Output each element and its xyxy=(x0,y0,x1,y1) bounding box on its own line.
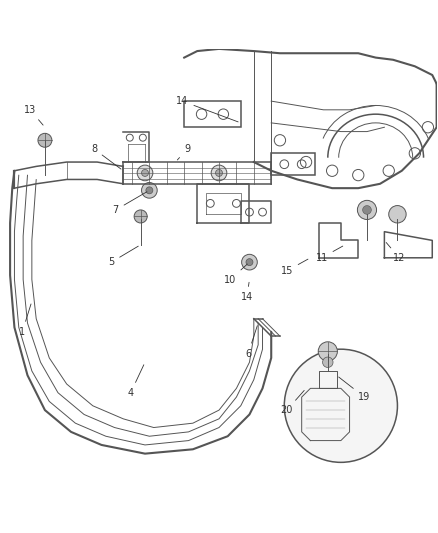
Circle shape xyxy=(141,182,157,198)
Circle shape xyxy=(318,342,337,361)
Circle shape xyxy=(246,259,253,265)
Text: 9: 9 xyxy=(177,144,190,160)
Circle shape xyxy=(322,357,333,367)
Text: 20: 20 xyxy=(281,391,304,415)
Circle shape xyxy=(215,169,223,176)
Circle shape xyxy=(242,254,257,270)
Circle shape xyxy=(357,200,377,220)
Text: 13: 13 xyxy=(24,105,43,125)
Circle shape xyxy=(137,165,153,181)
Text: 8: 8 xyxy=(91,144,121,169)
Text: 14: 14 xyxy=(176,96,238,122)
Text: 12: 12 xyxy=(386,243,406,263)
Circle shape xyxy=(363,206,371,214)
Text: 6: 6 xyxy=(245,326,257,359)
Text: 10: 10 xyxy=(224,264,247,285)
Circle shape xyxy=(146,187,153,194)
Text: 11: 11 xyxy=(315,246,343,263)
Text: 4: 4 xyxy=(127,365,144,398)
Circle shape xyxy=(141,169,148,176)
Text: 15: 15 xyxy=(281,259,308,276)
Circle shape xyxy=(284,349,397,462)
Text: 14: 14 xyxy=(241,282,253,302)
Circle shape xyxy=(38,133,52,147)
Text: 5: 5 xyxy=(108,246,138,267)
Text: 7: 7 xyxy=(113,192,147,215)
Text: 1: 1 xyxy=(19,304,31,337)
Circle shape xyxy=(389,206,406,223)
Text: 19: 19 xyxy=(339,377,371,402)
Circle shape xyxy=(211,165,227,181)
Circle shape xyxy=(134,210,147,223)
